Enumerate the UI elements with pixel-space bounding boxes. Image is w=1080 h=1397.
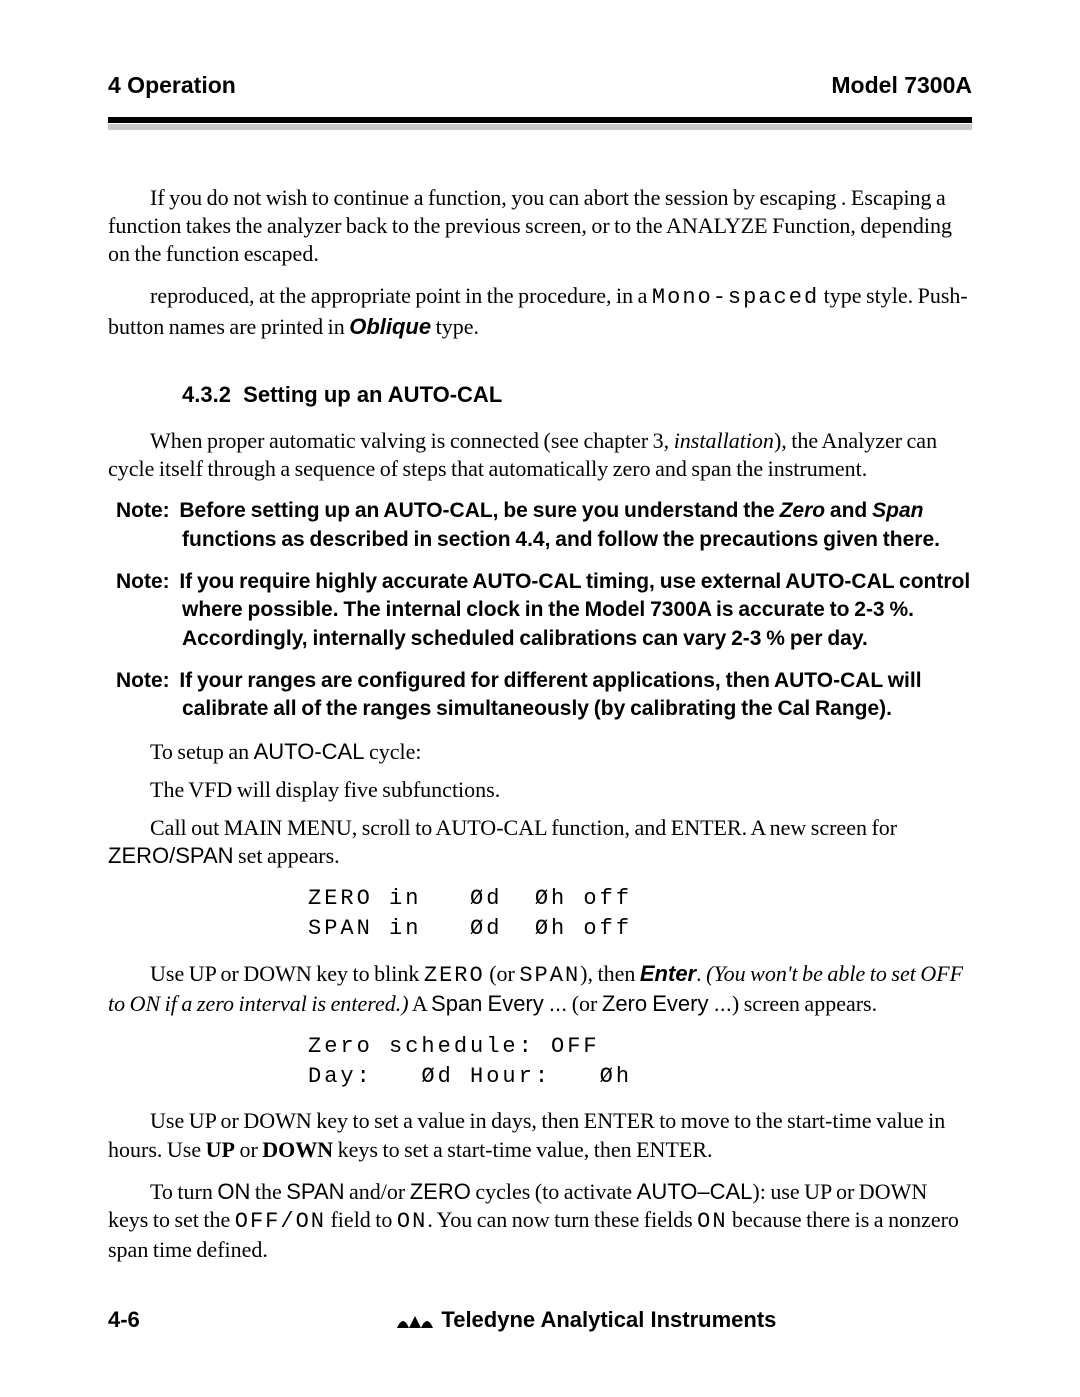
text-run: When proper automatic valving is connect… (150, 428, 674, 453)
mono-text: Mono-spaced (652, 285, 819, 310)
body-text: If you do not wish to continue a functio… (108, 184, 972, 1264)
note: Note: Before setting up an AUTO-CAL, be … (108, 497, 972, 554)
mono-text: ZERO (424, 963, 485, 988)
sans-text: SPAN (286, 1179, 344, 1204)
note-label: Note: (116, 499, 170, 522)
header-rule-shadow (108, 124, 972, 130)
text-run: set appears. (234, 843, 340, 868)
sans-text: AUTO–CAL (637, 1179, 753, 1204)
logo-icon (395, 1312, 435, 1330)
mono-text: ON (397, 1209, 427, 1234)
text-run: A (409, 991, 431, 1016)
bold-italic-text: Zero (780, 499, 826, 522)
header-rule (108, 117, 972, 123)
text-run: ), then (580, 961, 640, 986)
text-run: To setup an (150, 739, 254, 764)
sans-text: ZERO (410, 1179, 471, 1204)
text-run: (or (567, 991, 602, 1016)
text-run: or (235, 1137, 262, 1162)
text-run: If you require highly accurate AUTO-CAL … (179, 570, 970, 650)
paragraph: The VFD will display five subfunctions. (108, 776, 972, 804)
italic-text: installation (674, 428, 774, 453)
sans-text: Span Every ... (431, 991, 567, 1016)
sans-text: Zero Every ... (602, 991, 732, 1016)
paragraph: To turn ON the SPAN and/or ZERO cycles (… (108, 1178, 972, 1264)
paragraph: Use UP or DOWN key to blink ZERO (or SPA… (108, 960, 972, 1018)
sans-text: AUTO-CAL (254, 739, 365, 764)
text-run: Before setting up an AUTO-CAL, be sure y… (179, 499, 779, 522)
sans-text: ON (217, 1179, 250, 1204)
text-run: the (250, 1179, 286, 1204)
text-run: reproduced, at the appropriate point in … (150, 283, 652, 308)
note-label: Note: (116, 669, 170, 692)
oblique-text: Oblique (349, 314, 431, 339)
page-header: 4 Operation Model 7300A (108, 72, 972, 99)
text-run: (or (485, 961, 520, 986)
bold-text: DOWN (262, 1137, 333, 1162)
mono-text: SPAN (519, 963, 580, 988)
paragraph: If you do not wish to continue a functio… (108, 184, 972, 268)
bold-italic-text: Span (872, 499, 923, 522)
text-run: . (696, 961, 706, 986)
text-run: If your ranges are configured for differ… (179, 669, 921, 720)
footer-company: Teledyne Analytical Instruments (441, 1307, 776, 1332)
footer-center: Teledyne Analytical Instruments (200, 1307, 972, 1333)
sans-text: ZERO/SPAN (108, 843, 234, 868)
text-run: and (825, 499, 872, 522)
paragraph: When proper automatic valving is connect… (108, 427, 972, 483)
paragraph: To setup an AUTO-CAL cycle: (108, 738, 972, 766)
header-left: 4 Operation (108, 72, 236, 99)
text-run: field to (326, 1207, 397, 1232)
text-run: Use UP or DOWN key to blink (150, 961, 424, 986)
paragraph: Use UP or DOWN key to set a value in day… (108, 1107, 972, 1163)
section-number: 4.3.2 (182, 382, 231, 407)
text-run: To turn (150, 1179, 217, 1204)
section-heading: 4.3.2 Setting up an AUTO-CAL (182, 381, 972, 409)
text-run: and/or (345, 1179, 410, 1204)
note-label: Note: (116, 570, 170, 593)
text-run: . You can now turn these fields (427, 1207, 697, 1232)
note: Note: If your ranges are configured for … (108, 667, 972, 724)
text-run: Call out MAIN MENU, scroll to AUTO-CAL f… (150, 815, 897, 840)
page-number: 4-6 (108, 1307, 140, 1333)
text-run: ) screen appears. (732, 991, 877, 1016)
text-run: type. (431, 314, 479, 339)
section-title: Setting up an AUTO-CAL (243, 382, 502, 407)
paragraph: reproduced, at the appropriate point in … (108, 282, 972, 340)
mono-text: ON (697, 1209, 727, 1234)
code-block: Zero schedule: OFF Day: Ød Hour: Øh (308, 1032, 972, 1091)
code-line: Day: Ød Hour: Øh (308, 1064, 632, 1089)
mono-text: OFF/ON (235, 1209, 326, 1234)
text-run: functions as described in section 4.4, a… (182, 528, 940, 551)
text-run: keys to set a start-time value, then ENT… (333, 1137, 712, 1162)
text-run: cycle: (364, 739, 421, 764)
bold-text: UP (206, 1137, 235, 1162)
note: Note: If you require highly accurate AUT… (108, 568, 972, 653)
text-run: cycles (to activate (471, 1179, 637, 1204)
code-line: Zero schedule: OFF (308, 1034, 600, 1059)
page-footer: 4-6 Teledyne Analytical Instruments (108, 1307, 972, 1333)
code-line: SPAN in Ød Øh off (308, 916, 632, 941)
code-block: ZERO in Ød Øh off SPAN in Ød Øh off (308, 884, 972, 943)
code-line: ZERO in Ød Øh off (308, 886, 632, 911)
header-right: Model 7300A (831, 72, 972, 99)
bold-italic-text: Enter (640, 961, 696, 986)
document-page: 4 Operation Model 7300A If you do not wi… (0, 0, 1080, 1397)
paragraph: Call out MAIN MENU, scroll to AUTO-CAL f… (108, 814, 972, 870)
